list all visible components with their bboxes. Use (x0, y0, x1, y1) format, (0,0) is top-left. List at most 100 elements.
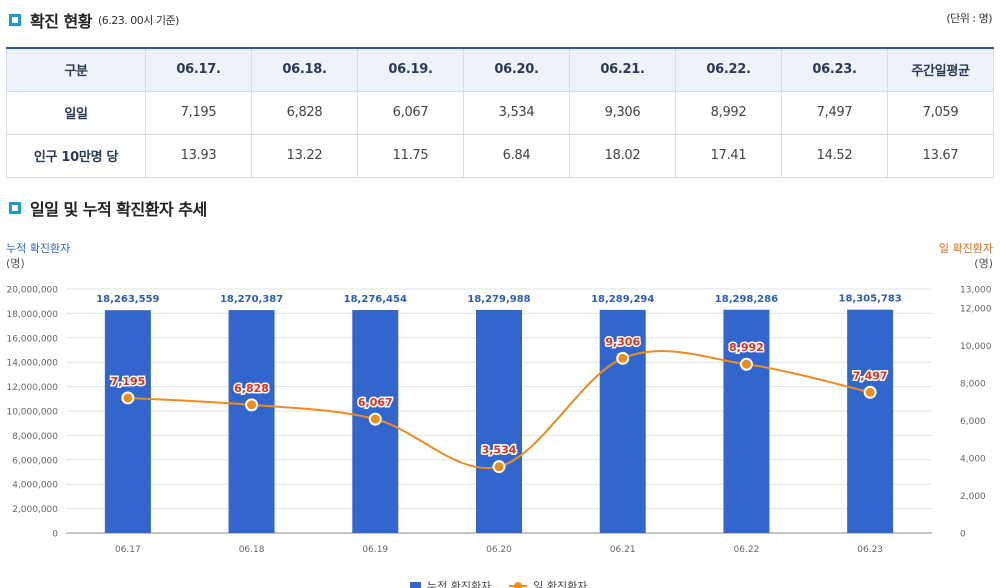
header-date: 06.18. (251, 47, 358, 92)
header-date: 06.21. (569, 47, 676, 92)
table-cell: 11.75 (357, 133, 464, 178)
bar-data-label: 18,279,988 (467, 294, 530, 305)
bar-cumulative (228, 310, 275, 533)
line-data-label: 6,828 (234, 382, 269, 395)
row-label: 일일 (6, 90, 146, 135)
left-tick-label: 12,000,000 (6, 383, 58, 393)
line-point-daily (121, 391, 135, 405)
table-header-row: 구분 06.17. 06.18. 06.19. 06.20. 06.21. 06… (6, 47, 994, 92)
table-cell: 13.22 (251, 133, 358, 178)
bar-cumulative (847, 309, 894, 533)
table-cell: 7,195 (145, 90, 252, 135)
right-tick-label: 0 (960, 530, 966, 540)
bar-data-label: 18,289,294 (591, 294, 654, 305)
confirmed-status-table: 구분 06.17. 06.18. 06.19. 06.20. 06.21. 06… (6, 47, 994, 178)
line-point-daily (739, 357, 753, 371)
bar-data-label: 18,298,286 (715, 294, 778, 305)
line-point-daily (245, 398, 259, 412)
bar-cumulative (599, 309, 646, 533)
table-cell: 18.02 (569, 133, 676, 178)
legend-label: 일 확진환자 (533, 580, 588, 588)
right-tick-label: 2,000 (960, 492, 986, 502)
header-date: 06.19. (357, 47, 464, 92)
left-tick-label: 20,000,000 (6, 286, 58, 296)
table-cell: 6,828 (251, 90, 358, 135)
left-tick-label: 4,000,000 (12, 481, 58, 491)
right-tick-label: 12,000 (960, 304, 992, 314)
legend-bar-swatch (410, 582, 421, 588)
table-cell: 17.41 (675, 133, 782, 178)
table-cell: 13.67 (887, 133, 994, 178)
line-point-daily (368, 412, 382, 426)
x-tick-label: 06.18 (239, 545, 265, 555)
bar-cumulative (104, 310, 151, 533)
line-point-daily (492, 460, 506, 474)
left-axis-title: 누적 확진환자 (6, 242, 70, 255)
table-cell: 3,534 (463, 90, 570, 135)
header-date: 06.23. (781, 47, 888, 92)
bar-cumulative (723, 309, 770, 533)
section-subtitle: (6.23. 00시 기준) (97, 14, 179, 27)
table-cell: 7,497 (781, 90, 888, 135)
square-bullet-icon (9, 202, 21, 214)
left-tick-label: 6,000,000 (12, 456, 58, 466)
x-tick-label: 06.22 (734, 545, 760, 555)
x-tick-label: 06.19 (362, 545, 388, 555)
left-tick-label: 10,000,000 (6, 408, 58, 418)
section-confirmed-status-header: 확진 현황 (6.23. 00시 기준) (9, 8, 179, 32)
table-cell: 6,067 (357, 90, 464, 135)
right-tick-label: 4,000 (960, 454, 986, 464)
table-cell: 9,306 (569, 90, 676, 135)
square-bullet-icon (9, 14, 21, 26)
left-tick-label: 14,000,000 (6, 359, 58, 369)
table-cell: 7,059 (887, 90, 994, 135)
line-data-label: 7,195 (110, 375, 145, 388)
section-trend-header: 일일 및 누적 확진환자 추세 (9, 196, 207, 220)
header-category: 구분 (6, 47, 146, 92)
left-tick-label: 18,000,000 (6, 310, 58, 320)
section-title: 확진 현황 (30, 12, 92, 31)
legend-label: 누적 확진환자 (427, 580, 492, 588)
right-tick-label: 10,000 (960, 342, 992, 352)
bar-data-label: 18,263,559 (96, 294, 159, 305)
bar-data-label: 18,270,387 (220, 294, 283, 305)
right-axis-title: 일 확진환자 (939, 241, 993, 255)
trend-chart: 누적 확진환자 (명) 일 확진환자 (명) 0 2,000,000 4,000,000 6,… (6, 241, 993, 555)
bar-data-label: 18,305,783 (839, 294, 902, 305)
left-axis-unit: (명) (6, 257, 25, 270)
row-label: 인구 10만명 당 (6, 133, 146, 178)
bar-cumulative (476, 309, 522, 533)
table-cell: 8,992 (675, 90, 782, 135)
left-tick-label: 8,000,000 (12, 432, 58, 442)
x-tick-label: 06.17 (115, 545, 141, 555)
table-row: 일일 7,195 6,828 6,067 3,534 9,306 8,992 7… (6, 90, 994, 135)
chart-legend: 누적 확진환자 일 확진환자 (410, 578, 587, 588)
x-tick-label: 06.20 (486, 545, 512, 555)
table-cell: 14.52 (781, 133, 888, 178)
line-point-daily (863, 385, 877, 399)
table-cell: 6.84 (463, 133, 570, 178)
x-tick-label: 06.23 (857, 545, 883, 555)
right-tick-label: 13,000 (960, 286, 992, 296)
right-axis-unit: (명) (974, 257, 993, 270)
bar-data-label: 18,276,454 (344, 294, 407, 305)
header-weekly-average: 주간일평균 (887, 47, 994, 92)
header-date: 06.20. (463, 47, 570, 92)
x-tick-label: 06.21 (610, 545, 636, 555)
line-data-label: 3,534 (482, 444, 517, 457)
left-tick-label: 16,000,000 (6, 334, 58, 344)
section-title: 일일 및 누적 확진환자 추세 (30, 200, 207, 219)
table-row: 인구 10만명 당 13.93 13.22 11.75 6.84 18.02 1… (6, 133, 994, 178)
left-tick-label: 0 (52, 530, 58, 540)
header-date: 06.22. (675, 47, 782, 92)
left-tick-label: 2,000,000 (12, 505, 58, 515)
header-date: 06.17. (145, 47, 252, 92)
line-data-label: 6,067 (358, 396, 393, 409)
table-cell: 13.93 (145, 133, 252, 178)
line-data-label: 8,992 (729, 341, 764, 354)
right-tick-label: 8,000 (960, 379, 986, 389)
legend-line-swatch (509, 582, 528, 588)
right-tick-label: 6,000 (960, 417, 986, 427)
line-point-daily (616, 351, 630, 365)
line-data-label: 9,306 (605, 335, 640, 348)
